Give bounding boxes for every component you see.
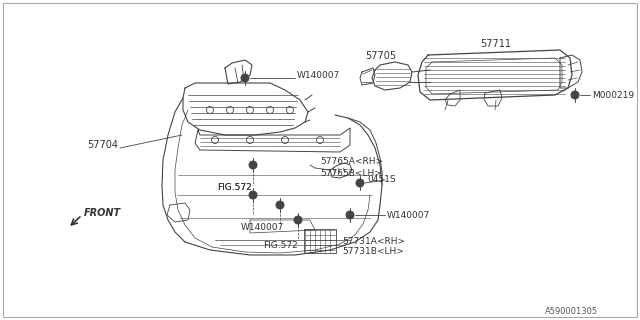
Circle shape [249, 191, 257, 199]
Text: 57765A<RH>: 57765A<RH> [320, 157, 383, 166]
Text: W140007: W140007 [387, 211, 430, 220]
Circle shape [294, 216, 302, 224]
Circle shape [571, 91, 579, 99]
Circle shape [252, 194, 255, 196]
Text: 57731A<RH>: 57731A<RH> [342, 237, 405, 246]
Text: 57711: 57711 [480, 39, 511, 49]
Text: 57731B<LH>: 57731B<LH> [342, 247, 404, 257]
Text: A590001305: A590001305 [545, 308, 598, 316]
Text: FRONT: FRONT [84, 208, 121, 218]
Circle shape [252, 164, 255, 166]
Circle shape [276, 201, 284, 209]
Circle shape [244, 76, 246, 79]
Text: FIG.572: FIG.572 [262, 241, 298, 250]
Circle shape [249, 161, 257, 169]
Circle shape [356, 179, 364, 187]
Text: W140007: W140007 [241, 223, 284, 233]
Circle shape [241, 74, 249, 82]
Text: 57704: 57704 [87, 140, 118, 150]
Text: 57765B<LH>: 57765B<LH> [320, 169, 382, 178]
Circle shape [573, 93, 577, 96]
Circle shape [349, 214, 351, 216]
Text: FIG.572: FIG.572 [218, 183, 252, 193]
Circle shape [296, 219, 300, 221]
Text: 57705: 57705 [365, 51, 396, 61]
Circle shape [358, 181, 362, 184]
Text: FIG.572: FIG.572 [218, 183, 252, 193]
Text: 0451S: 0451S [367, 175, 396, 185]
Circle shape [278, 204, 282, 206]
Circle shape [346, 211, 354, 219]
Text: M000219: M000219 [592, 91, 634, 100]
Text: W140007: W140007 [297, 70, 340, 79]
